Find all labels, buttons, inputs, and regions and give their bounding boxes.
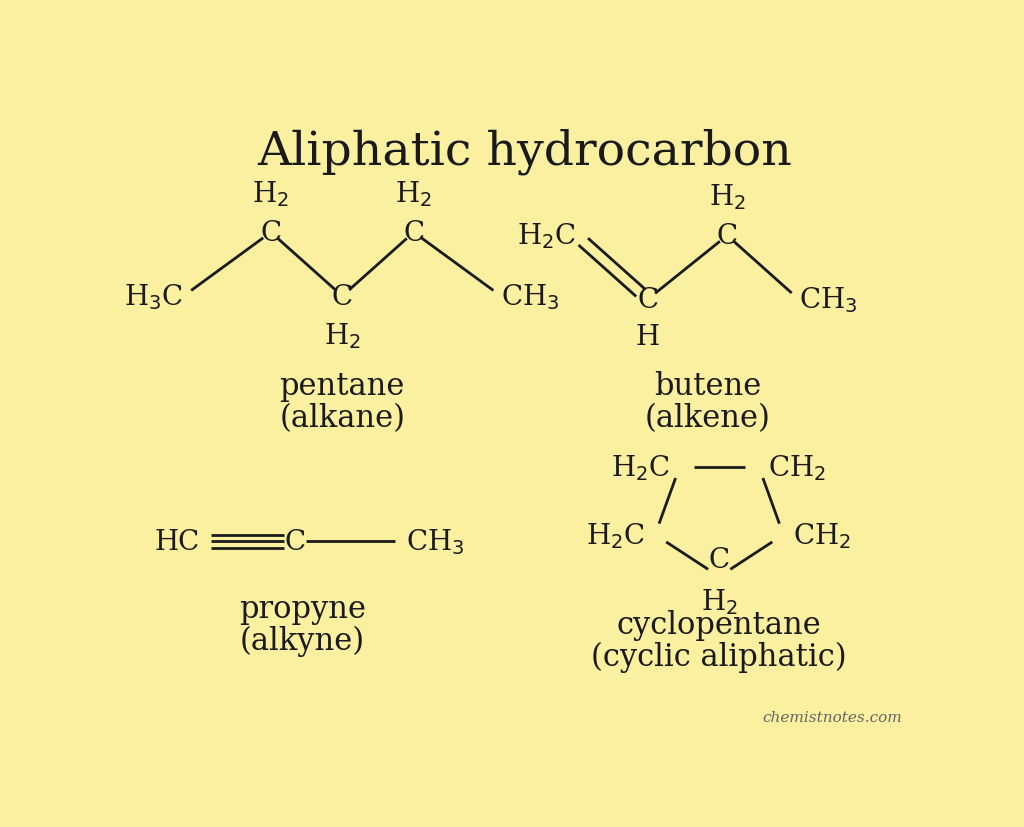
Text: C: C <box>637 286 658 313</box>
Text: H$_2$C: H$_2$C <box>517 222 577 251</box>
Text: C: C <box>709 547 730 574</box>
Text: pentane: pentane <box>280 370 404 401</box>
Text: C: C <box>717 222 737 250</box>
Text: C: C <box>403 219 424 246</box>
Text: chemistnotes.com: chemistnotes.com <box>762 710 902 724</box>
Text: Aliphatic hydrocarbon: Aliphatic hydrocarbon <box>257 128 793 174</box>
Text: H$_2$: H$_2$ <box>709 182 745 212</box>
Text: (alkyne): (alkyne) <box>240 625 366 656</box>
Text: H$_2$: H$_2$ <box>700 586 737 616</box>
Text: H: H <box>636 324 659 351</box>
Text: H$_2$C: H$_2$C <box>611 452 670 482</box>
Text: CH$_3$: CH$_3$ <box>501 282 559 312</box>
Text: H$_3$C: H$_3$C <box>124 282 183 312</box>
Text: CH$_3$: CH$_3$ <box>406 527 464 557</box>
Text: H$_2$C: H$_2$C <box>587 520 645 550</box>
Text: butene: butene <box>653 370 761 401</box>
Text: CH$_2$: CH$_2$ <box>793 520 851 550</box>
Text: H$_2$: H$_2$ <box>253 179 289 208</box>
Text: CH$_2$: CH$_2$ <box>768 452 826 482</box>
Text: C: C <box>284 528 305 555</box>
Text: HC: HC <box>155 528 200 555</box>
Text: (alkene): (alkene) <box>644 402 770 433</box>
Text: H$_2$: H$_2$ <box>324 321 360 351</box>
Text: C: C <box>332 283 353 310</box>
Text: CH$_3$: CH$_3$ <box>799 285 857 315</box>
Text: cyclopentane: cyclopentane <box>616 609 821 640</box>
Text: (alkane): (alkane) <box>280 402 406 433</box>
Text: H$_2$: H$_2$ <box>395 179 432 208</box>
Text: (cyclic aliphatic): (cyclic aliphatic) <box>592 641 847 672</box>
Text: C: C <box>260 219 282 246</box>
Text: propyne: propyne <box>239 593 367 624</box>
